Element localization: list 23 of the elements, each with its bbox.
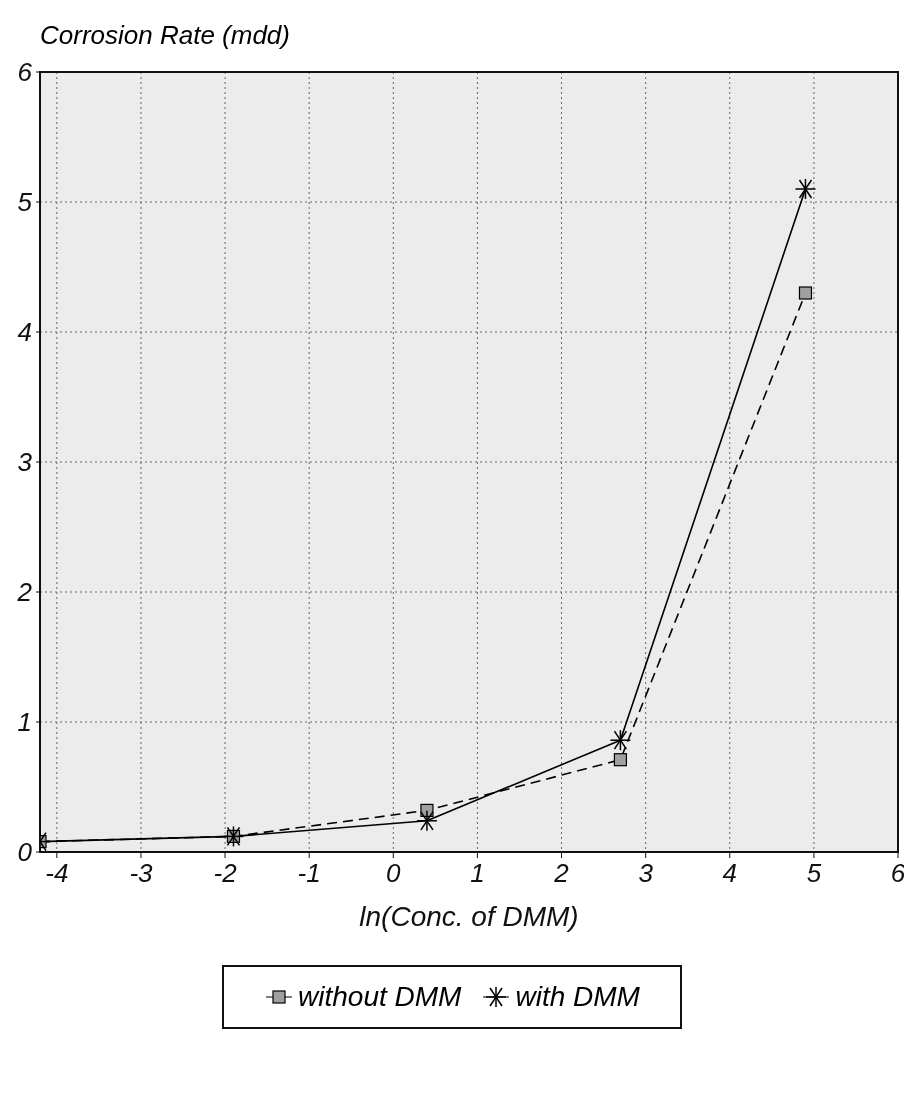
x-tick-label: 3 xyxy=(638,858,654,889)
y-tick-label: 6 xyxy=(17,57,33,88)
x-tick-label: 1 xyxy=(470,858,485,889)
legend-label: without DMM xyxy=(297,981,462,1013)
legend-label: with DMM xyxy=(514,981,640,1013)
y-axis-title: Corrosion Rate (mdd) xyxy=(40,20,290,51)
x-tick-label: 5 xyxy=(806,858,822,889)
x-tick-label: 0 xyxy=(386,858,402,889)
y-tick-label: 3 xyxy=(17,447,33,478)
x-tick-label: 4 xyxy=(722,858,737,889)
point xyxy=(613,753,628,767)
x-tick-label: -1 xyxy=(297,858,321,889)
x-tick-label: -2 xyxy=(213,858,238,889)
y-tick-label: 1 xyxy=(17,707,32,738)
y-tick-label: 0 xyxy=(17,837,33,868)
x-tick-label: -3 xyxy=(129,858,154,889)
x-axis-title: ln(Conc. of DMM) xyxy=(359,901,579,932)
x-tick-label: -4 xyxy=(45,858,69,889)
y-tick-label: 4 xyxy=(17,317,32,348)
y-tick-label: 2 xyxy=(16,577,33,608)
point xyxy=(798,286,813,300)
x-tick-label: 2 xyxy=(553,858,570,889)
y-tick-label: 5 xyxy=(17,187,33,218)
